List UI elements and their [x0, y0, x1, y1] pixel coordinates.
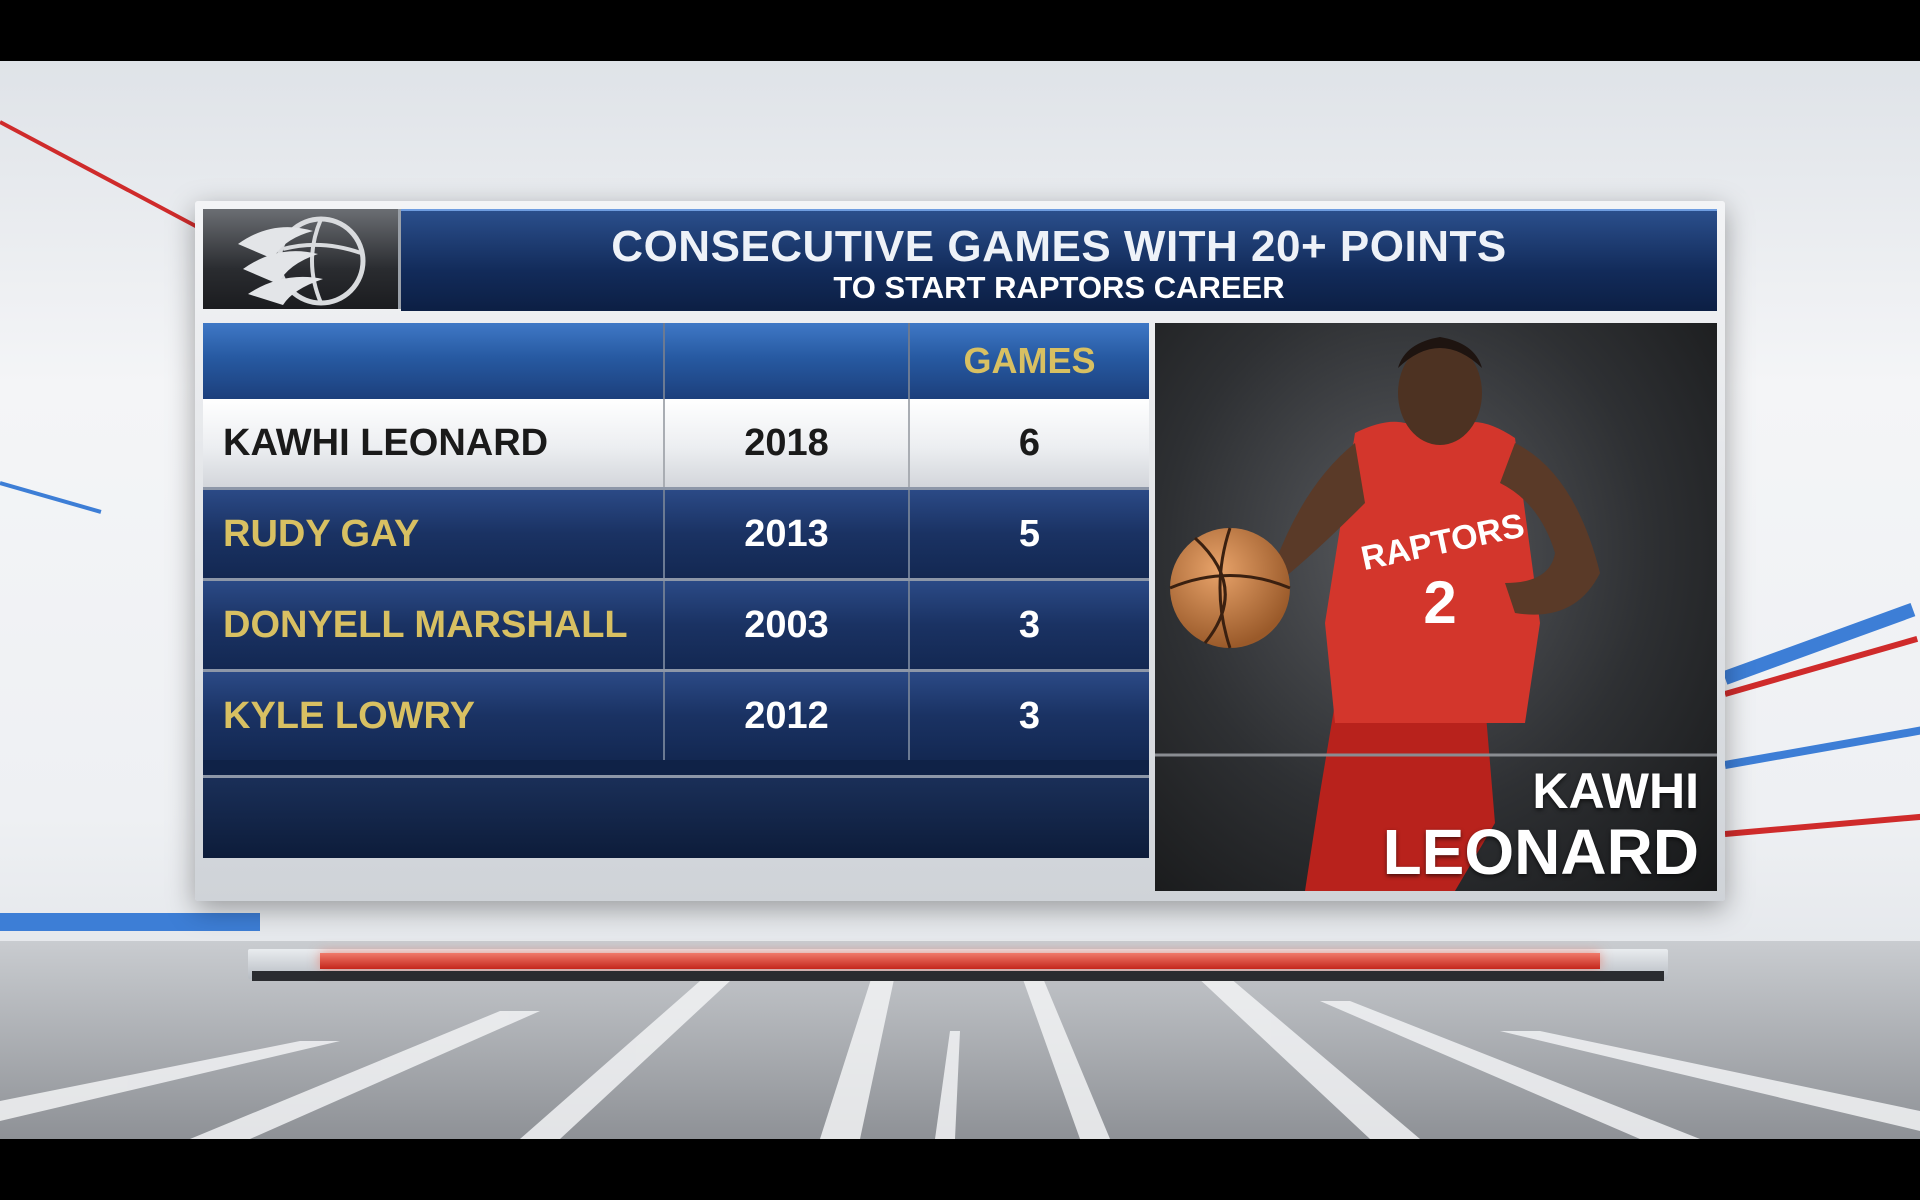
table-row: RUDY GAY 2013 5: [203, 487, 1149, 578]
year-cell: 2018: [665, 399, 910, 487]
bg-red-line-left: [0, 120, 205, 232]
logo-box: [203, 209, 401, 309]
floor-streaks: [0, 951, 1920, 1139]
player-name-cell: KAWHI LEONARD: [203, 399, 665, 487]
player-photo-panel: RAPTORS 2 KAWHI LEONARD: [1155, 323, 1717, 891]
games-cell: 3: [1018, 603, 1041, 646]
bg-blue-line-right-2: [1724, 726, 1920, 769]
stats-table: GAMES KAWHI LEONARD 2018 6 RUDY GAY 2013…: [203, 323, 1149, 858]
games-cell: 6: [1018, 421, 1041, 464]
broadcast-background: CONSECUTIVE GAMES WITH 20+ POINTS TO STA…: [0, 61, 1920, 1139]
bg-blue-line-left: [0, 481, 102, 514]
table-row: KAWHI LEONARD 2018 6: [203, 399, 1149, 487]
raptors-claw-ball-logo-icon: [238, 216, 366, 306]
player-name-label: KAWHI LEONARD: [1383, 763, 1699, 885]
year-cell: 2013: [665, 490, 910, 578]
letterbox-bottom: [0, 1139, 1920, 1200]
graphic-title: CONSECUTIVE GAMES WITH 20+ POINTS: [611, 222, 1507, 271]
player-name-cell: DONYELL MARSHALL: [203, 581, 665, 669]
games-cell: 3: [1018, 694, 1041, 737]
header-player: [203, 323, 665, 399]
table-empty-footer: [203, 775, 1149, 858]
letterbox-top: [0, 0, 1920, 61]
player-last-name: LEONARD: [1382, 816, 1699, 888]
player-first-name: KAWHI: [1532, 763, 1699, 819]
table-header-row: GAMES: [203, 323, 1149, 399]
bg-red-line-right-2: [1724, 813, 1920, 837]
basketball-icon: [1170, 528, 1290, 648]
jersey-number: 2: [1423, 569, 1456, 636]
player-photo: RAPTORS 2: [1155, 337, 1717, 891]
header-year: [665, 323, 910, 399]
stat-panel: CONSECUTIVE GAMES WITH 20+ POINTS TO STA…: [195, 201, 1725, 901]
bg-blue-band-left: [0, 913, 260, 931]
table-row: KYLE LOWRY 2012 3: [203, 669, 1149, 760]
year-cell: 2003: [665, 581, 910, 669]
base-shadow-strip: [252, 971, 1664, 981]
player-name-cell: KYLE LOWRY: [203, 672, 665, 760]
table-row: DONYELL MARSHALL 2003 3: [203, 578, 1149, 669]
graphic-subtitle: TO START RAPTORS CAREER: [833, 270, 1285, 305]
games-cell: 5: [1018, 512, 1041, 555]
header-bar: CONSECUTIVE GAMES WITH 20+ POINTS TO STA…: [401, 209, 1717, 311]
player-name-cell: RUDY GAY: [203, 490, 665, 578]
header-games: GAMES: [963, 340, 1096, 381]
red-accent-bar: [320, 953, 1600, 969]
year-cell: 2012: [665, 672, 910, 760]
